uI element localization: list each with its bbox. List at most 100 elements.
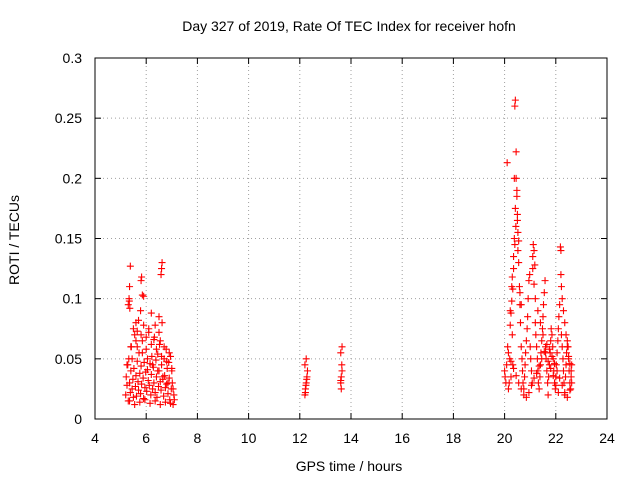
data-point: [534, 379, 542, 387]
data-point: [137, 307, 145, 315]
data-point: [131, 331, 139, 339]
data-point: [533, 369, 541, 377]
data-point: [131, 383, 139, 391]
data-point: [302, 355, 310, 363]
x-tick-label: 12: [292, 430, 308, 446]
x-tick-label: 22: [548, 430, 564, 446]
data-point: [504, 349, 512, 357]
data-point: [137, 331, 145, 339]
data-point: [548, 352, 556, 360]
data-point: [511, 96, 519, 104]
data-point: [141, 384, 149, 392]
data-point: [132, 392, 140, 400]
data-point: [513, 210, 521, 218]
data-point: [126, 304, 134, 312]
data-point: [508, 297, 516, 305]
data-point: [558, 381, 566, 389]
data-point: [138, 349, 146, 357]
data-point: [133, 343, 141, 351]
data-point: [140, 292, 148, 300]
data-point: [538, 325, 546, 333]
data-point: [506, 321, 514, 329]
data-point: [563, 349, 571, 357]
data-point: [544, 379, 552, 387]
x-tick-label: 18: [446, 430, 462, 446]
data-point: [136, 398, 144, 406]
y-tick-label: 0.1: [63, 291, 83, 307]
data-point: [303, 367, 311, 375]
data-point: [567, 385, 575, 393]
data-point: [503, 361, 511, 369]
data-point: [526, 343, 534, 351]
data-point: [155, 328, 163, 336]
x-tick-label: 4: [91, 430, 99, 446]
data-point: [145, 381, 153, 389]
data-point: [527, 355, 535, 363]
data-point: [164, 379, 172, 387]
data-point: [516, 289, 524, 297]
data-point: [126, 262, 134, 270]
data-point: [525, 277, 533, 285]
x-tick-label: 8: [194, 430, 202, 446]
data-point: [138, 291, 146, 299]
data-point: [142, 333, 150, 341]
data-point: [532, 331, 540, 339]
data-point: [138, 273, 146, 281]
axis-ticks: 4 6 8 10 12 14 16 18 20 22 24 0 0.05 0.1 0.15 0.2 0.25 0.…: [55, 50, 615, 446]
data-point: [147, 391, 155, 399]
data-point: [143, 355, 151, 363]
data-point: [143, 366, 151, 374]
data-point: [168, 364, 176, 372]
data-point: [147, 340, 155, 348]
data-point: [534, 307, 542, 315]
data-point: [338, 367, 346, 375]
data-point: [548, 331, 556, 339]
data-point: [563, 337, 571, 345]
data-point: [301, 361, 309, 369]
data-point: [538, 355, 546, 363]
data-point: [512, 174, 520, 182]
data-point: [559, 307, 567, 315]
data-point: [122, 373, 130, 381]
data-point: [524, 313, 532, 321]
data-point: [521, 361, 529, 369]
data-point: [130, 364, 138, 372]
data-point: [545, 361, 553, 369]
data-point: [169, 385, 177, 393]
data-point: [543, 340, 551, 348]
data-point: [128, 355, 136, 363]
data-point: [505, 379, 513, 387]
data-point: [567, 373, 575, 381]
data-point: [523, 325, 531, 333]
data-point: [134, 378, 142, 386]
data-point: [519, 367, 527, 375]
data-point: [124, 301, 132, 309]
y-tick-label: 0: [74, 411, 82, 427]
data-point: [165, 374, 173, 382]
data-point: [516, 319, 524, 327]
data-point: [510, 253, 518, 261]
data-point: [147, 370, 155, 378]
data-point: [541, 277, 549, 285]
data-point: [535, 362, 543, 370]
data-point: [158, 352, 166, 360]
x-tick-label: 10: [241, 430, 257, 446]
data-point: [165, 349, 173, 357]
data-point: [337, 376, 345, 384]
data-point: [158, 361, 166, 369]
data-point: [508, 273, 516, 281]
data-point: [544, 391, 552, 399]
data-point: [137, 362, 145, 370]
x-tick-label: 14: [343, 430, 359, 446]
data-point: [526, 271, 534, 279]
data-point: [514, 247, 522, 255]
data-point: [152, 373, 160, 381]
data-point: [557, 271, 565, 279]
data-point: [167, 399, 175, 407]
data-point: [530, 247, 538, 255]
data-point: [509, 285, 517, 293]
data-point: [556, 301, 564, 309]
data-point: [337, 385, 345, 393]
data-point: [142, 345, 150, 353]
data-point: [567, 367, 575, 375]
